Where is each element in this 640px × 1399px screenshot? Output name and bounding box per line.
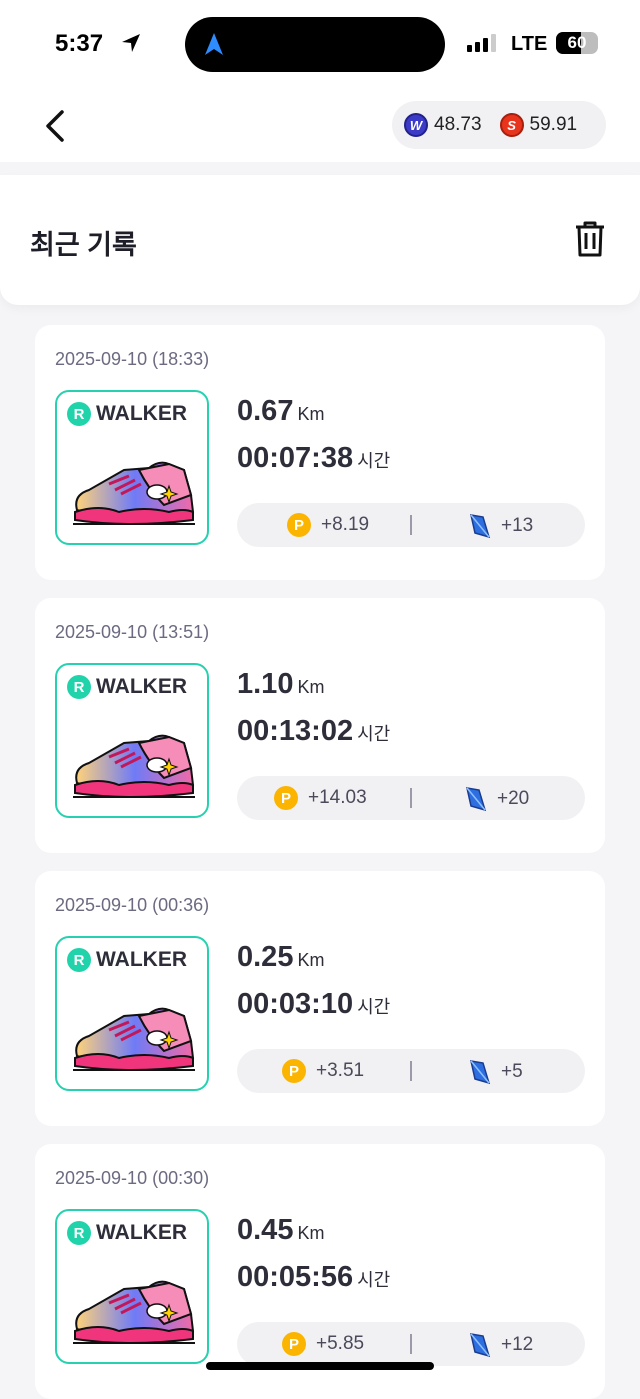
coin-balance[interactable]: W 48.73 S 59.91 <box>392 101 606 149</box>
battery-icon: 60 <box>556 32 598 54</box>
dynamic-island <box>185 17 445 72</box>
s-coin-icon: S <box>499 113 524 137</box>
r-logo-icon: R <box>67 1221 91 1245</box>
gem-icon <box>470 514 491 539</box>
divider <box>410 788 412 808</box>
rewards-pill: P +5.85 +12 <box>237 1322 585 1366</box>
gems-earned: +12 <box>501 1334 534 1355</box>
distance: 0.45 Km <box>237 1214 325 1246</box>
section-title: 최근 기록 <box>30 230 137 260</box>
r-logo-icon: R <box>67 402 91 426</box>
sneaker-icon <box>73 461 195 525</box>
record-date: 2025-09-10 (00:36) <box>55 895 210 915</box>
gems-earned: +20 <box>497 788 530 809</box>
w-coin-icon: W <box>404 113 428 137</box>
duration: 00:05:56 시간 <box>237 1261 391 1293</box>
chevron-left-icon <box>46 110 64 142</box>
record-card[interactable]: 2025-09-10 (00:30) R WALKER 0.45 Km 00:05:… <box>35 1144 605 1399</box>
distance: 0.25 Km <box>237 941 325 973</box>
home-indicator <box>206 1362 434 1370</box>
sneaker-icon <box>73 1280 195 1344</box>
duration: 00:03:10 시간 <box>237 988 391 1020</box>
record-date: 2025-09-10 (18:33) <box>55 349 210 369</box>
trash-icon[interactable] <box>572 220 608 258</box>
point-icon: P <box>282 1332 306 1356</box>
shoe-brand: WALKER <box>96 675 187 698</box>
point-icon: P <box>274 786 298 810</box>
distance: 1.10 Km <box>237 668 325 700</box>
battery-level: 60 <box>567 33 587 52</box>
gem-icon <box>466 787 487 812</box>
w-coin-value: 48.73 <box>434 114 482 135</box>
gems-earned: +5 <box>501 1061 523 1082</box>
sneaker-icon <box>73 734 195 798</box>
back-button[interactable] <box>40 106 70 146</box>
divider <box>410 1061 412 1081</box>
distance: 0.67 Km <box>237 395 325 427</box>
points-earned: +8.19 <box>321 514 370 535</box>
point-icon: P <box>282 1059 306 1083</box>
duration: 00:07:38 시간 <box>237 442 391 474</box>
shoe-brand: WALKER <box>96 948 187 971</box>
divider <box>410 515 412 535</box>
shoe-image: R WALKER <box>55 390 209 545</box>
shoe-brand: WALKER <box>96 402 187 425</box>
r-logo-icon: R <box>67 675 91 699</box>
shoe-image: R WALKER <box>55 936 209 1091</box>
r-logo-icon: R <box>67 948 91 972</box>
points-earned: +14.03 <box>308 787 367 808</box>
rewards-pill: P +14.03 +20 <box>237 776 585 820</box>
record-card[interactable]: 2025-09-10 (13:51) R WALKER 1.10 Km 00:13:… <box>35 598 605 853</box>
record-card[interactable]: 2025-09-10 (18:33) R WALKER 0.67 Km 00:07:… <box>35 325 605 580</box>
points-earned: +3.51 <box>316 1060 365 1081</box>
point-icon: P <box>287 513 311 537</box>
sneaker-icon <box>73 1007 195 1071</box>
divider <box>410 1334 412 1354</box>
shoe-brand: WALKER <box>96 1221 187 1244</box>
gems-earned: +13 <box>501 515 534 536</box>
clock: 5:37 <box>55 30 104 57</box>
shoe-image: R WALKER <box>55 1209 209 1364</box>
rewards-pill: P +3.51 +5 <box>237 1049 585 1093</box>
record-date: 2025-09-10 (00:30) <box>55 1168 210 1188</box>
s-coin-value: 59.91 <box>529 114 578 135</box>
points-earned: +5.85 <box>316 1333 365 1354</box>
status-bar: 5:37 LTE 60 <box>0 0 640 86</box>
gem-icon <box>470 1333 491 1358</box>
rewards-pill: P +8.19 +13 <box>237 503 585 547</box>
location-arrow-icon <box>122 34 140 52</box>
recent-records-header: 최근 기록 <box>0 175 640 305</box>
gem-icon <box>470 1060 491 1085</box>
shoe-image: R WALKER <box>55 663 209 818</box>
signal-icon <box>467 34 496 52</box>
record-card[interactable]: 2025-09-10 (00:36) R WALKER 0.25 Km 00:03:… <box>35 871 605 1126</box>
record-date: 2025-09-10 (13:51) <box>55 622 210 642</box>
top-nav: W 48.73 S 59.91 <box>0 86 640 162</box>
duration: 00:13:02 시간 <box>237 715 391 747</box>
network-label: LTE <box>511 33 548 55</box>
navigation-arrow-icon <box>205 33 223 55</box>
